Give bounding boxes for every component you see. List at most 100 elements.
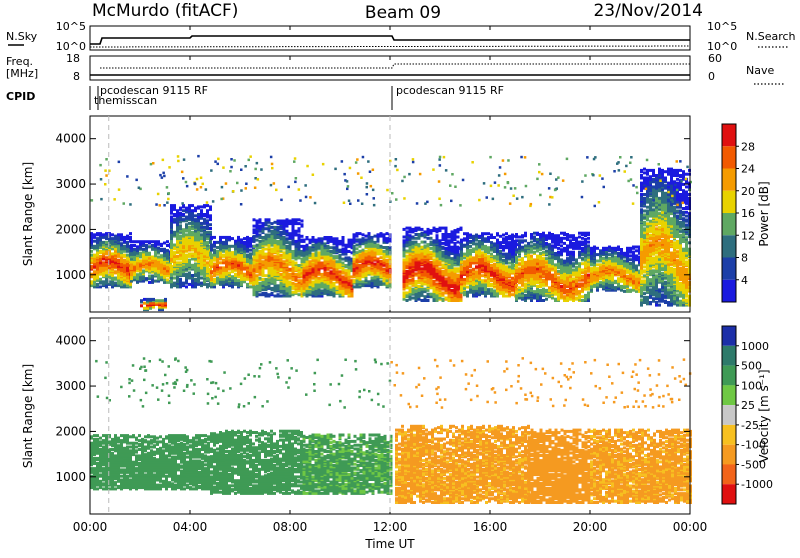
power-cell (265, 253, 268, 256)
power-cell (469, 269, 472, 272)
power-cell (203, 266, 206, 269)
power-cell (412, 288, 415, 291)
power-cell (111, 252, 114, 255)
power-cell (484, 279, 487, 282)
power-cell (475, 273, 478, 276)
power-cell (321, 256, 324, 259)
power-cell (111, 237, 114, 240)
power-cell (348, 239, 351, 242)
power-cell (505, 236, 508, 239)
power-cell (451, 257, 454, 260)
power-cell (206, 204, 209, 207)
power-cell (475, 248, 478, 251)
nave-label: Nave (746, 64, 774, 77)
power-cell (448, 258, 451, 261)
power-cell (442, 246, 445, 249)
power-cell (139, 252, 142, 255)
power-cell (191, 252, 194, 255)
power-cell (265, 248, 268, 251)
power-cell (481, 279, 484, 282)
power-cell (515, 243, 518, 246)
power-cell (321, 248, 324, 251)
power-cell (228, 236, 231, 239)
power-cell (259, 244, 262, 247)
power-cell (157, 256, 160, 259)
power-cell (380, 260, 383, 263)
power-cell (185, 279, 188, 282)
power-cell (490, 241, 493, 244)
power-cell (130, 277, 133, 280)
power-cell (306, 260, 309, 263)
power-cell (454, 288, 457, 291)
power-cell (139, 276, 142, 279)
power-cell (353, 285, 356, 288)
power-cell (166, 249, 169, 252)
power-cell (139, 272, 142, 275)
power-cell (179, 207, 182, 210)
power-cell (433, 258, 436, 261)
power-cell (176, 214, 179, 217)
power-cell (460, 256, 463, 259)
power-cell (524, 250, 527, 253)
power-cell (448, 276, 451, 279)
power-cell (511, 253, 514, 256)
power-cell (521, 284, 524, 287)
power-cell (194, 209, 197, 212)
power-cell (478, 253, 481, 256)
power-cell (140, 304, 143, 307)
power-cell (185, 273, 188, 276)
power-cell (173, 231, 176, 234)
power-cell (298, 264, 301, 267)
power-cell (200, 205, 203, 208)
power-cell (415, 258, 418, 261)
power-cell (484, 232, 487, 235)
power-cell (345, 274, 348, 277)
power-cell (114, 235, 117, 238)
power-cell (418, 243, 421, 246)
power-cell (246, 236, 249, 239)
freq-unit: [MHz] (6, 67, 38, 80)
power-cell (415, 255, 418, 258)
power-cell (368, 232, 371, 235)
power-cell (412, 297, 415, 300)
power-cell (463, 256, 466, 259)
power-cell (277, 220, 280, 223)
power-cell (386, 232, 389, 235)
power-cell (466, 286, 469, 289)
power-cell (268, 256, 271, 259)
power-cell (142, 269, 145, 272)
power-cell (240, 274, 243, 277)
power-cell (383, 250, 386, 253)
power-cell (96, 279, 99, 282)
power-cell (179, 218, 182, 221)
power-cell (345, 256, 348, 259)
power-cell (327, 245, 330, 248)
power-cell (185, 285, 188, 288)
power-cell (191, 236, 194, 239)
power-cell (259, 250, 262, 253)
power-cell (518, 246, 521, 249)
power-cell (249, 245, 252, 248)
power-cell (286, 218, 289, 221)
power-cell (253, 235, 256, 238)
power-cell (298, 218, 301, 221)
power-cell (173, 213, 176, 216)
power-cell (409, 227, 412, 230)
power-cell (253, 286, 256, 289)
power-cell (277, 284, 280, 287)
power-cell (466, 295, 469, 298)
power-cell (342, 275, 345, 278)
power-cell (306, 253, 309, 256)
power-cell (292, 250, 295, 253)
power-cell (490, 283, 493, 286)
power-cell (303, 239, 306, 242)
power-cell (463, 244, 466, 247)
power-cell (318, 291, 321, 294)
power-cell (259, 225, 262, 228)
power-cell (353, 258, 356, 261)
power-cell (356, 247, 359, 250)
power-cell (280, 220, 283, 223)
power-cell (231, 270, 234, 273)
power-cell (188, 283, 191, 286)
power-cell (182, 282, 185, 285)
